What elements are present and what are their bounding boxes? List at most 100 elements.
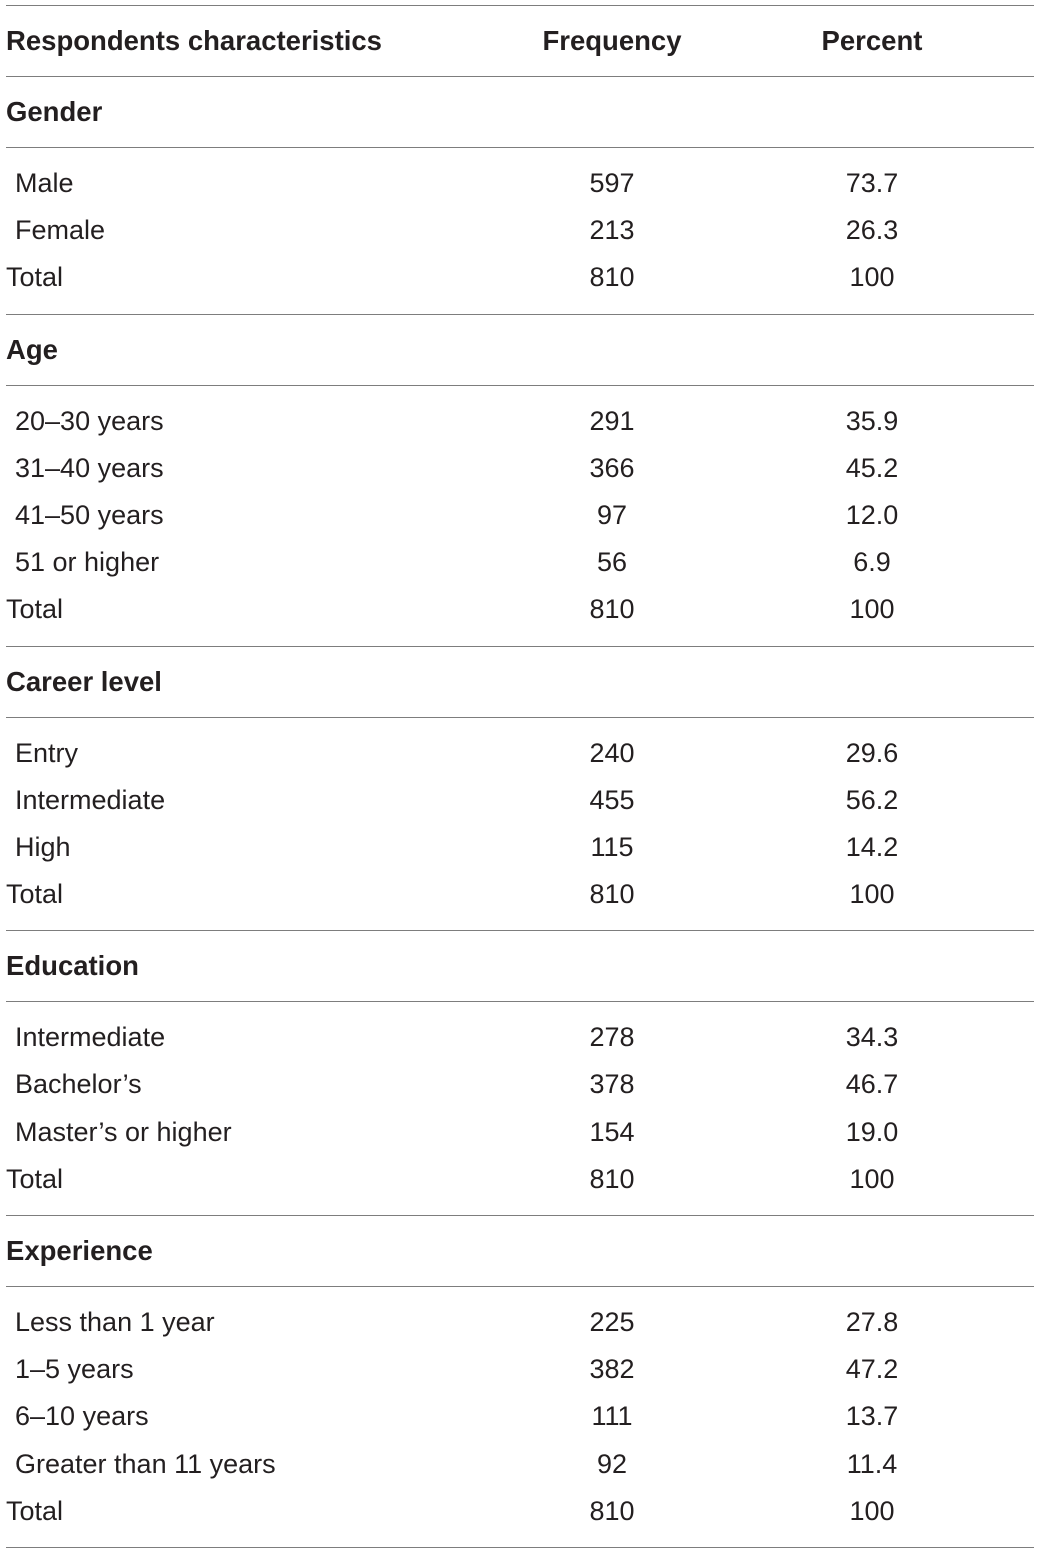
header-frequency: Frequency — [542, 25, 682, 56]
total-label: Total — [6, 879, 64, 910]
row-percent: 27.8 — [845, 1307, 899, 1337]
row-label: 1–5 years — [15, 1354, 134, 1385]
table-row: Bachelor’s 378 46.7 — [6, 1061, 1034, 1108]
section-title: Career level — [6, 665, 162, 697]
spacer — [6, 718, 1034, 730]
table-row: High 115 14.2 — [6, 824, 1034, 871]
row-percent: 56.2 — [845, 784, 899, 815]
table-row: 41–50 years 97 12.0 — [6, 492, 1034, 539]
section-sub-rule — [6, 716, 1034, 718]
section-title-row: Experience — [6, 1216, 1034, 1286]
table-header-row: Respondents characteristics Frequency Pe… — [6, 6, 1034, 76]
table-body: Gender Male 597 73.7 Female 213 26.3 Total 810 10… — [6, 76, 1034, 1548]
total-frequency: 810 — [589, 1495, 635, 1526]
row-percent: 29.6 — [845, 737, 899, 768]
total-frequency: 810 — [589, 594, 635, 625]
row-frequency: 382 — [589, 1354, 635, 1385]
table-row: 1–5 years 382 47.2 — [6, 1346, 1034, 1393]
section-title: Age — [6, 333, 58, 365]
section-sub-rule — [6, 384, 1034, 386]
row-frequency: 278 — [589, 1022, 635, 1053]
section-rule — [6, 313, 1034, 315]
total-label: Total — [6, 262, 64, 293]
total-row: Total 810 100 — [6, 254, 1034, 301]
section-title-row: Education — [6, 931, 1034, 1001]
table-row: Female 213 26.3 — [6, 207, 1034, 254]
row-percent: 6.9 — [853, 547, 891, 578]
row-label: Male — [15, 168, 74, 198]
total-row: Total 810 100 — [6, 1488, 1034, 1535]
section-rule — [6, 1215, 1034, 1216]
row-percent: 11.4 — [846, 1448, 898, 1479]
row-frequency: 597 — [589, 168, 635, 198]
row-percent: 26.3 — [845, 215, 899, 246]
spacer — [6, 1203, 1034, 1215]
row-percent: 47.2 — [845, 1354, 899, 1385]
total-percent: 100 — [849, 879, 895, 910]
table-row: Intermediate 278 34.3 — [6, 1014, 1034, 1061]
section-sub-rule — [6, 147, 1034, 148]
total-percent: 100 — [849, 262, 895, 293]
row-label: Intermediate — [15, 1022, 166, 1053]
table-row: Less than 1 year 225 27.8 — [6, 1299, 1034, 1346]
row-percent: 14.2 — [845, 831, 899, 862]
spacer — [6, 148, 1034, 160]
row-frequency: 154 — [589, 1116, 635, 1147]
section-title: Gender — [6, 96, 103, 127]
row-frequency: 366 — [589, 452, 635, 483]
section-title-row: Age — [6, 315, 1034, 385]
table-row: 20–30 years 291 35.9 — [6, 398, 1034, 445]
table-top-rule — [6, 5, 1034, 6]
table-row: Male 597 73.7 — [6, 160, 1034, 207]
table-row: Greater than 11 years 92 11.4 — [6, 1441, 1034, 1488]
row-label: 51 or higher — [15, 547, 160, 578]
spacer — [6, 1287, 1034, 1299]
row-label: Bachelor’s — [15, 1069, 142, 1100]
row-label: 6–10 years — [15, 1401, 149, 1432]
row-frequency: 115 — [590, 831, 634, 862]
row-percent: 45.2 — [845, 452, 899, 483]
total-label: Total — [6, 1163, 64, 1194]
table-row: 51 or higher 56 6.9 — [6, 539, 1034, 586]
row-label: Master’s or higher — [15, 1116, 232, 1147]
row-label: 41–50 years — [15, 499, 164, 530]
row-frequency: 291 — [589, 405, 635, 436]
table-row: 6–10 years 111 13.7 — [6, 1393, 1034, 1440]
section-title-row: Gender — [6, 77, 1034, 147]
section-title: Experience — [6, 1235, 153, 1266]
table-bottom-rule — [6, 1546, 1034, 1548]
table-row: Intermediate 455 56.2 — [6, 777, 1034, 824]
row-frequency: 213 — [589, 215, 635, 246]
respondents-table: Respondents characteristics Frequency Pe… — [6, 5, 1034, 1548]
row-label: Entry — [15, 737, 79, 768]
row-percent: 19.0 — [845, 1116, 899, 1147]
section-title: Education — [6, 950, 139, 982]
total-label: Total — [6, 594, 64, 625]
row-frequency: 455 — [589, 784, 635, 815]
row-frequency: 240 — [589, 737, 635, 768]
row-label: 31–40 years — [15, 452, 164, 483]
row-frequency: 225 — [589, 1307, 635, 1337]
row-label: Intermediate — [15, 784, 166, 815]
row-label: Less than 1 year — [15, 1307, 215, 1337]
table-row: Entry 240 29.6 — [6, 730, 1034, 777]
row-frequency: 111 — [591, 1401, 633, 1432]
row-frequency: 97 — [596, 499, 628, 530]
spacer — [6, 302, 1034, 314]
section-rule — [6, 76, 1034, 77]
row-frequency: 56 — [596, 547, 628, 578]
total-frequency: 810 — [589, 262, 635, 293]
spacer — [6, 386, 1034, 398]
total-row: Total 810 100 — [6, 586, 1034, 633]
section-rule — [6, 930, 1034, 932]
row-label: Greater than 11 years — [15, 1448, 276, 1479]
row-label: Female — [15, 215, 106, 246]
header-characteristics: Respondents characteristics — [6, 25, 382, 56]
total-row: Total 810 100 — [6, 871, 1034, 918]
row-percent: 12.0 — [845, 499, 899, 530]
total-frequency: 810 — [589, 879, 635, 910]
row-percent: 13.7 — [845, 1401, 899, 1432]
row-percent: 34.3 — [845, 1022, 899, 1053]
total-label: Total — [6, 1495, 64, 1526]
section-sub-rule — [6, 1001, 1034, 1003]
